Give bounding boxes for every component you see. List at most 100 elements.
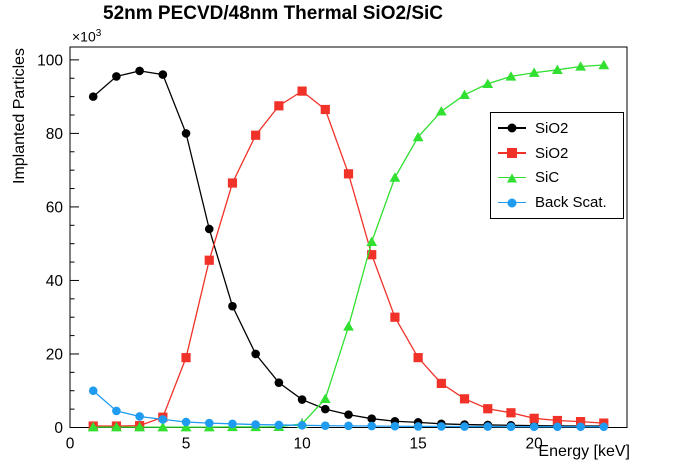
data-point — [482, 78, 494, 88]
data-point — [297, 395, 307, 404]
data-point — [506, 422, 516, 432]
data-point — [112, 406, 121, 416]
data-point — [551, 64, 563, 74]
data-point — [436, 378, 446, 388]
legend-item-sic: SiC — [498, 166, 623, 190]
data-point — [575, 417, 586, 427]
data-point — [437, 422, 446, 431]
data-point — [111, 421, 122, 432]
y-tick-label: 0 — [54, 420, 63, 437]
data-point — [135, 412, 144, 421]
x-tick-label: 20 — [526, 436, 544, 453]
series-line — [92, 390, 604, 428]
data-point — [599, 422, 609, 432]
data-point — [88, 386, 98, 396]
data-point — [251, 420, 260, 429]
data-point — [390, 421, 400, 431]
data-point — [367, 250, 377, 260]
data-point — [204, 255, 214, 265]
legend-shape — [507, 148, 517, 159]
data-point — [251, 130, 261, 140]
legend-label: Back Scat. — [535, 194, 607, 212]
x-tick-label: 15 — [410, 436, 427, 453]
data-point — [320, 404, 330, 414]
circle-marker-icon — [498, 197, 526, 209]
data-point — [505, 71, 517, 81]
data-point — [320, 421, 330, 430]
x-tick-label: 0 — [66, 436, 75, 453]
data-point — [528, 67, 540, 77]
data-point — [88, 92, 98, 101]
data-point — [135, 66, 144, 76]
y-axis-multiplier-base: ×10 — [72, 28, 96, 45]
data-point — [459, 89, 470, 99]
data-point — [460, 422, 469, 431]
data-point — [483, 404, 493, 414]
square-marker-icon — [498, 147, 526, 159]
x-tick-label: 10 — [293, 436, 311, 453]
data-point — [413, 422, 423, 431]
y-tick-label: 100 — [37, 52, 63, 69]
data-point — [344, 421, 353, 431]
data-point — [158, 415, 168, 424]
data-point — [343, 321, 354, 331]
legend-item-sio2-pecvd: SiO2 — [498, 116, 623, 140]
data-point — [413, 353, 423, 363]
data-point — [297, 86, 307, 96]
data-point — [343, 169, 354, 179]
legend-item-back-scat: Back Scat. — [498, 191, 623, 215]
data-point — [274, 378, 284, 387]
data-point — [529, 413, 539, 423]
data-point — [204, 418, 214, 428]
legend-item-sio2-thermal: SiO2 — [498, 141, 623, 165]
data-point — [367, 421, 377, 431]
chart-title: 52nm PECVD/48nm Thermal SiO2/SiC — [103, 3, 444, 24]
data-point — [435, 106, 447, 116]
x-tick-label: 5 — [182, 436, 191, 453]
y-axis: 0 20 40 60 80 100 — [37, 52, 79, 437]
data-point — [459, 394, 470, 404]
data-point — [390, 312, 400, 322]
data-point — [367, 414, 377, 423]
data-point — [274, 101, 284, 111]
data-point — [319, 393, 331, 404]
data-point — [180, 421, 192, 432]
legend-label: SiO2 — [535, 144, 569, 162]
y-axis-multiplier: ×103 — [72, 28, 101, 45]
data-point — [576, 422, 585, 432]
data-point — [506, 408, 516, 418]
data-point — [204, 224, 214, 234]
data-point — [134, 421, 146, 432]
data-point — [227, 178, 238, 188]
data-point — [553, 422, 562, 432]
data-point — [552, 415, 562, 426]
y-axis-multiplier-exponent: 3 — [95, 28, 102, 39]
data-point — [297, 420, 307, 430]
data-point — [157, 421, 169, 432]
data-point — [274, 420, 284, 430]
series-back-scat — [88, 386, 609, 432]
data-point — [575, 61, 586, 71]
data-point — [181, 129, 191, 138]
data-point — [181, 353, 191, 363]
data-point — [598, 59, 610, 70]
data-point — [483, 422, 493, 431]
data-point — [320, 104, 330, 115]
data-point — [87, 421, 99, 432]
x-axis-title: Energy [keV] — [538, 443, 630, 460]
data-point — [366, 236, 378, 247]
data-point — [158, 70, 168, 79]
data-point — [529, 422, 539, 432]
data-point — [228, 301, 237, 311]
data-point — [112, 72, 121, 81]
legend-label: SiC — [535, 169, 560, 187]
data-point — [344, 410, 353, 419]
data-point — [251, 349, 260, 359]
y-tick-label: 20 — [46, 346, 64, 363]
plot-frame — [69, 46, 628, 428]
data-point — [181, 417, 191, 427]
data-point — [228, 419, 237, 429]
y-tick-label: 60 — [46, 199, 64, 216]
